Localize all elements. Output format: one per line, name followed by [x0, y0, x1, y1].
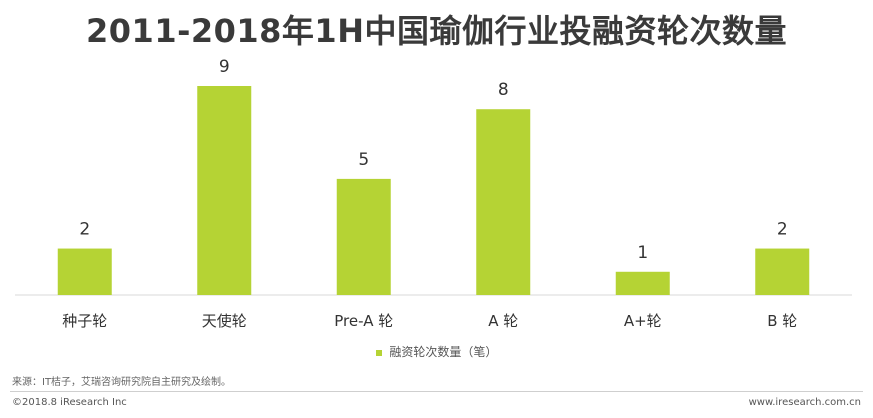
website: www.iresearch.com.cn [748, 397, 861, 408]
chart-title: 2011-2018年1H中国瑜伽行业投融资轮次数量 [86, 12, 787, 50]
x-tick-label-2: Pre-A 轮 [334, 312, 393, 330]
data-label-4: 1 [637, 243, 648, 263]
x-tick-label-3: A 轮 [488, 312, 518, 330]
bar-chart: 2 种子轮 9 天使轮 5 Pre-A 轮 8 A 轮 1 A+轮 2 B 轮 [15, 57, 852, 330]
bar-3 [476, 109, 531, 295]
source-note: 来源：IT桔子，艾瑞咨询研究院自主研究及绘制。 [12, 377, 232, 388]
copyright: ©2018.8 iResearch Inc [12, 397, 127, 408]
legend: 融资轮次数量（笔） [0, 343, 873, 360]
bar-5 [755, 248, 810, 295]
bar-4 [615, 271, 670, 295]
bar-0 [57, 248, 112, 295]
legend-label: 融资轮次数量（笔） [389, 345, 498, 359]
footer-divider [10, 391, 863, 392]
x-tick-label-1: 天使轮 [202, 312, 247, 330]
x-tick-label-4: A+轮 [624, 312, 662, 330]
x-tick-label-0: 种子轮 [62, 312, 107, 330]
bar-2 [336, 178, 391, 295]
legend-swatch [375, 349, 382, 356]
data-label-5: 2 [777, 220, 788, 240]
data-label-0: 2 [79, 220, 90, 240]
data-label-3: 8 [498, 80, 509, 100]
bar-1 [197, 86, 252, 295]
data-label-1: 9 [219, 57, 230, 77]
x-tick-label-5: B 轮 [767, 312, 797, 330]
data-label-2: 5 [358, 150, 369, 170]
